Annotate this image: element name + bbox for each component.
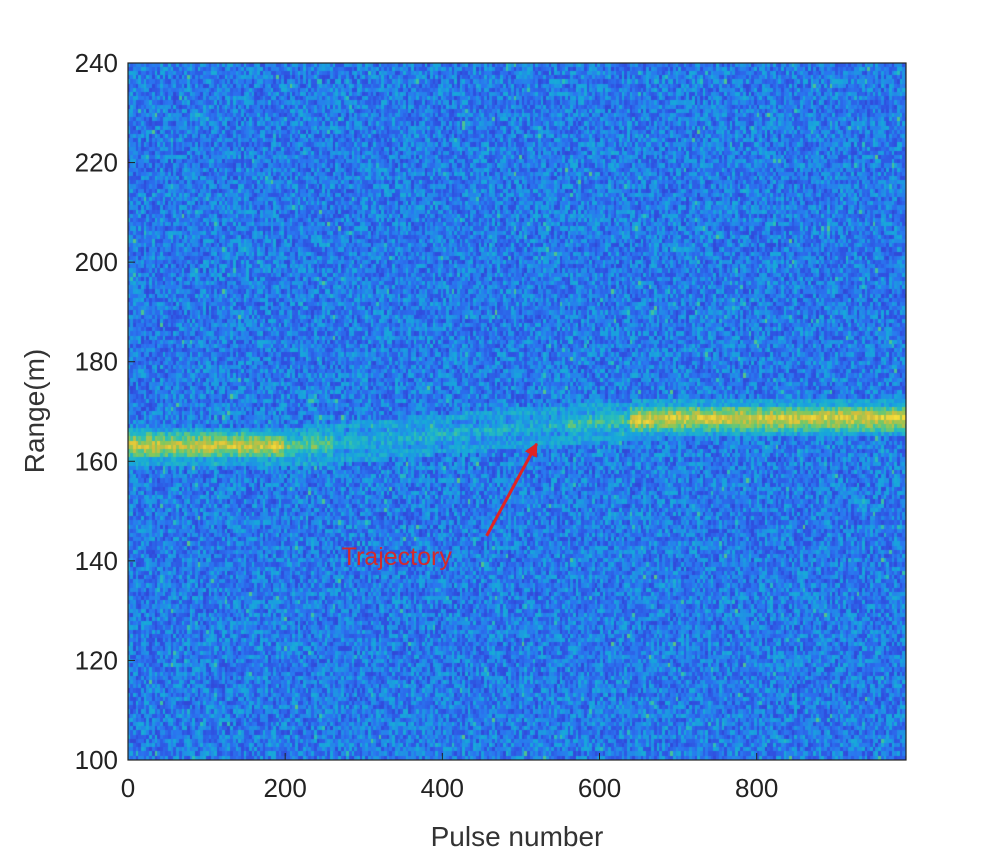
y-tick-label: 120 xyxy=(75,645,118,675)
y-tick-label: 160 xyxy=(75,446,118,476)
heatmap-plot-area xyxy=(128,63,906,760)
x-axis-label: Pulse number xyxy=(431,821,604,852)
x-tick-label: 0 xyxy=(121,773,135,803)
x-tick-label: 200 xyxy=(263,773,306,803)
y-tick-label: 140 xyxy=(75,546,118,576)
y-tick-label: 240 xyxy=(75,48,118,78)
annotations: Trajectory xyxy=(342,442,538,571)
y-axis: 100 120 140 160 180 200 220 240 xyxy=(75,48,135,775)
plot-frame xyxy=(127,62,907,761)
y-tick-label: 180 xyxy=(75,347,118,377)
trajectory-annotation-label: Trajectory xyxy=(342,543,453,571)
y-tick-label: 200 xyxy=(75,247,118,277)
x-tick-label: 600 xyxy=(578,773,621,803)
x-tick-label: 800 xyxy=(735,773,778,803)
y-tick-label: 220 xyxy=(75,148,118,178)
trajectory-arrow xyxy=(485,442,538,537)
y-axis-label: Range(m) xyxy=(19,349,50,473)
x-axis: 0 200 400 600 800 xyxy=(121,753,778,803)
y-tick-label: 100 xyxy=(75,745,118,775)
x-tick-label: 400 xyxy=(421,773,464,803)
